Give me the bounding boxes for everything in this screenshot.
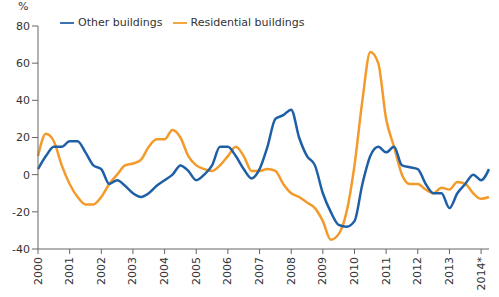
svg-text:2004: 2004 [158, 257, 171, 285]
html-text:Residential buildings: Residential buildings [190, 16, 305, 29]
svg-text:2014*: 2014* [475, 257, 488, 291]
svg-text:2003: 2003 [126, 257, 139, 285]
svg-text:2013: 2013 [443, 257, 456, 285]
svg-text:-20: -20 [12, 206, 30, 219]
svg-text:2008: 2008 [285, 257, 298, 285]
html-text:Other buildings: Other buildings [78, 16, 163, 29]
svg-text:2012: 2012 [411, 257, 424, 285]
svg-text:2007: 2007 [253, 257, 266, 285]
svg-text:2001: 2001 [63, 257, 76, 285]
svg-text:80: 80 [16, 20, 30, 33]
svg-text:2006: 2006 [221, 257, 234, 285]
svg-text:2011: 2011 [380, 257, 393, 285]
svg-text:-40: -40 [12, 243, 30, 256]
svg-text:20: 20 [16, 131, 30, 144]
svg-text:40: 40 [16, 94, 30, 107]
svg-text:60: 60 [16, 57, 30, 70]
svg-text:0: 0 [23, 169, 30, 182]
svg-text:2005: 2005 [190, 257, 203, 285]
svg-text:2009: 2009 [316, 257, 329, 285]
svg-text:2002: 2002 [95, 257, 108, 285]
svg-text:2000: 2000 [32, 257, 45, 285]
svg-text:2010: 2010 [348, 257, 361, 285]
